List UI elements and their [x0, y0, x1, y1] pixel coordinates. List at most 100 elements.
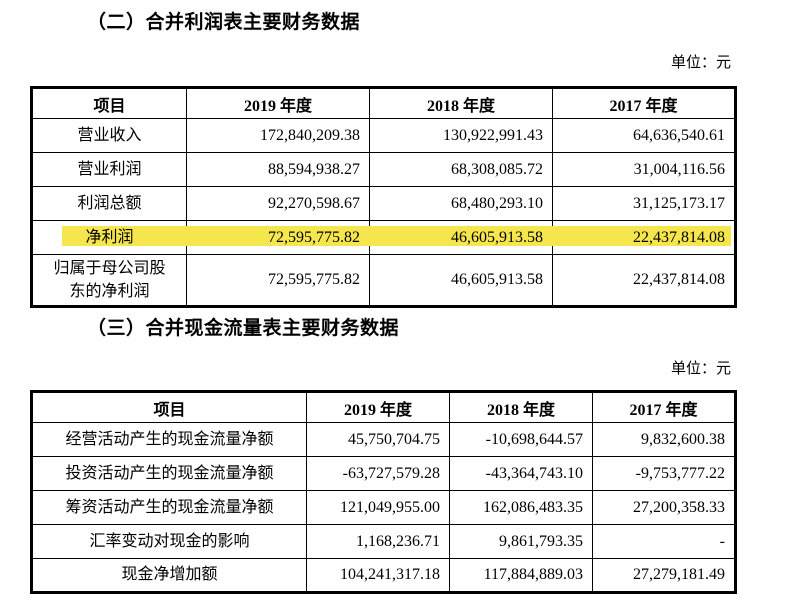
income-col-2017: 2017 年度	[552, 87, 736, 119]
cell-text: 27,279,181.49	[633, 566, 725, 583]
cell-text: -63,727,579.28	[342, 464, 440, 482]
cell-text: 利润总额	[77, 194, 142, 212]
table-row: 经营活动产生的现金流量净额 45,750,704.75 -10,698,644.…	[31, 422, 736, 457]
cell-text: 92,270,598.67	[268, 194, 360, 212]
cell-text: 22,437,814.08	[633, 228, 725, 246]
value-cell-2018: 68,480,293.10	[369, 186, 553, 221]
cashflow-table-wrap: 项目 2019 年度 2018 年度 2017 年度 经营活动产生的现金流量净额…	[30, 390, 737, 594]
row-item-cell: 汇率变动对现金的影响	[31, 524, 307, 559]
value-cell-2019: 92,270,598.67	[186, 186, 370, 221]
row-item-cell: 投资活动产生的现金流量净额	[31, 456, 307, 491]
value-cell-2017: 27,200,358.33	[592, 490, 736, 525]
header-text: 项目	[153, 401, 186, 419]
value-cell-2018: 162,086,483.35	[449, 490, 593, 525]
value-cell-2018: 117,884,889.03	[449, 558, 593, 593]
header-text: 项目	[93, 97, 126, 115]
highlight-marker	[62, 226, 731, 246]
value-cell-2017: 22,437,814.08	[552, 253, 736, 308]
unit-label-income: 单位：元	[670, 55, 731, 71]
row-item-cell: 经营活动产生的现金流量净额	[31, 422, 307, 457]
cashflow-table: 项目 2019 年度 2018 年度 2017 年度 经营活动产生的现金流量净额…	[30, 390, 737, 594]
value-cell-2019: 45,750,704.75	[306, 422, 450, 457]
cell-text: 88,594,938.27	[268, 160, 360, 178]
value-cell-2019: 121,049,955.00	[306, 490, 450, 525]
cashflow-col-2017: 2017 年度	[592, 391, 736, 423]
header-text: 2019 年度	[343, 401, 412, 419]
income-col-2019: 2019 年度	[186, 87, 370, 119]
cell-text: 9,861,793.35	[499, 532, 583, 550]
cell-text: 68,308,085.72	[451, 160, 543, 178]
table-row: 归属于母公司股东的净利润 72,595,775.82 46,605,913.58…	[31, 253, 736, 308]
table-row: 营业利润 88,594,938.27 68,308,085.72 31,004,…	[31, 152, 736, 187]
row-item-cell: 利润总额	[31, 186, 187, 221]
value-cell-2017: 22,437,814.08	[552, 220, 736, 255]
income-col-item: 项目	[31, 87, 187, 119]
table-row: 利润总额 92,270,598.67 68,480,293.10 31,125,…	[31, 186, 736, 221]
row-item-cell: 筹资活动产生的现金流量净额	[31, 490, 307, 525]
cell-text: 117,884,889.03	[483, 566, 583, 583]
value-cell-2017: 31,125,173.17	[552, 186, 736, 221]
header-text: 2018 年度	[486, 401, 555, 419]
cell-text: 31,004,116.56	[633, 160, 725, 178]
cell-text: 汇率变动对现金的影响	[89, 532, 250, 550]
value-cell-2017: -9,753,777.22	[592, 456, 736, 491]
value-cell-2017: 9,832,600.38	[592, 422, 736, 457]
value-cell-2017: 31,004,116.56	[552, 152, 736, 187]
cell-text: 68,480,293.10	[451, 194, 543, 212]
table-row: 现金净增加额 104,241,317.18 117,884,889.03 27,…	[31, 558, 736, 593]
cell-text: -9,753,777.22	[635, 464, 725, 482]
table-row: 筹资活动产生的现金流量净额 121,049,955.00 162,086,483…	[31, 490, 736, 525]
cell-text: 9,832,600.38	[641, 430, 725, 448]
value-cell-2019: 88,594,938.27	[186, 152, 370, 187]
cell-text: 22,437,814.08	[633, 271, 725, 289]
cashflow-col-2019: 2019 年度	[306, 391, 450, 423]
cashflow-header-row: 项目 2019 年度 2018 年度 2017 年度	[31, 391, 736, 423]
header-text: 2018 年度	[426, 97, 495, 115]
header-text: 2017 年度	[629, 401, 698, 419]
cell-text: 172,840,209.38	[260, 126, 360, 144]
header-text: 2019 年度	[243, 97, 312, 115]
value-cell-2017: -	[592, 524, 736, 559]
income-col-2018: 2018 年度	[369, 87, 553, 119]
value-cell-2019: 172,840,209.38	[186, 118, 370, 153]
value-cell-2019: 72,595,775.82	[186, 253, 370, 308]
cell-text: 27,200,358.33	[633, 498, 725, 516]
row-item-cell: 营业收入	[31, 118, 187, 153]
value-cell-2019: 1,168,236.71	[306, 524, 450, 559]
table-row: 营业收入 172,840,209.38 130,922,991.43 64,63…	[31, 118, 736, 153]
income-header-row: 项目 2019 年度 2018 年度 2017 年度	[31, 87, 736, 119]
cell-text: 1,168,236.71	[356, 532, 440, 550]
cell-text: 45,750,704.75	[348, 430, 440, 448]
cell-text: 72,595,775.82	[268, 271, 360, 289]
cell-text: 筹资活动产生的现金流量净额	[65, 498, 274, 516]
value-cell-2017: 64,636,540.61	[552, 118, 736, 153]
row-item-cell: 现金净增加额	[31, 558, 307, 593]
cell-text: 31,125,173.17	[633, 194, 725, 212]
cell-text: 净利润	[85, 228, 134, 246]
cell-text: 46,605,913.58	[451, 271, 543, 289]
table-row: 投资活动产生的现金流量净额 -63,727,579.28 -43,364,743…	[31, 456, 736, 491]
cell-text: 营业收入	[77, 126, 142, 144]
cell-text: 64,636,540.61	[633, 126, 725, 144]
value-cell-2019: 104,241,317.18	[306, 558, 450, 593]
value-cell-2017: 27,279,181.49	[592, 558, 736, 593]
value-cell-2019: -63,727,579.28	[306, 456, 450, 491]
cell-text: 46,605,913.58	[451, 228, 543, 246]
cell-text: -10,698,644.57	[485, 430, 583, 448]
section-2-heading: （二）合并利润表主要财务数据	[87, 12, 361, 33]
unit-label-cashflow: 单位：元	[670, 361, 731, 377]
cell-text: 经营活动产生的现金流量净额	[65, 430, 274, 448]
section-3-heading: （三）合并现金流量表主要财务数据	[87, 318, 400, 339]
value-cell-2018: -43,364,743.10	[449, 456, 593, 491]
row-item-cell: 营业利润	[31, 152, 187, 187]
value-cell-2018: 46,605,913.58	[369, 253, 553, 308]
value-cell-2018: 130,922,991.43	[369, 118, 553, 153]
value-cell-2018: 9,861,793.35	[449, 524, 593, 559]
document-page: （二）合并利润表主要财务数据 单位：元 项目 2019 年度 2018 年度 2…	[30, 0, 737, 614]
cell-text: 投资活动产生的现金流量净额	[65, 464, 274, 482]
cell-text: -	[719, 532, 725, 550]
cell-text: 72,595,775.82	[268, 228, 360, 246]
cell-text: 104,241,317.18	[340, 566, 440, 583]
table-row: 汇率变动对现金的影响 1,168,236.71 9,861,793.35 -	[31, 524, 736, 559]
header-text: 2017 年度	[609, 97, 678, 115]
